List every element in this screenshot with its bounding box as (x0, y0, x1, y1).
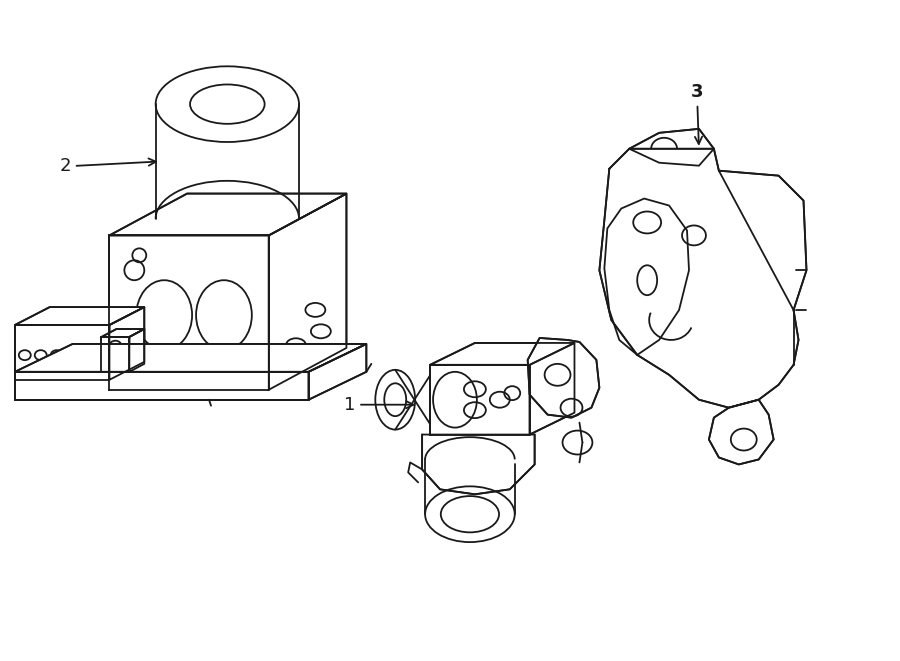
Polygon shape (14, 344, 366, 372)
Polygon shape (110, 307, 144, 380)
Polygon shape (14, 372, 309, 400)
Polygon shape (599, 149, 806, 408)
Polygon shape (430, 343, 574, 365)
Polygon shape (709, 400, 774, 465)
Text: 2: 2 (59, 157, 156, 175)
Polygon shape (430, 365, 530, 434)
Polygon shape (527, 338, 599, 418)
Polygon shape (309, 344, 366, 400)
Polygon shape (629, 129, 714, 166)
Polygon shape (102, 329, 144, 337)
Text: 3: 3 (690, 83, 703, 144)
Polygon shape (102, 337, 130, 372)
Text: 1: 1 (344, 396, 413, 414)
Polygon shape (110, 194, 346, 235)
Polygon shape (14, 325, 110, 380)
Polygon shape (110, 235, 269, 390)
Polygon shape (130, 329, 144, 372)
Polygon shape (269, 194, 346, 390)
Polygon shape (14, 307, 144, 325)
Polygon shape (530, 343, 574, 434)
Polygon shape (422, 434, 535, 494)
